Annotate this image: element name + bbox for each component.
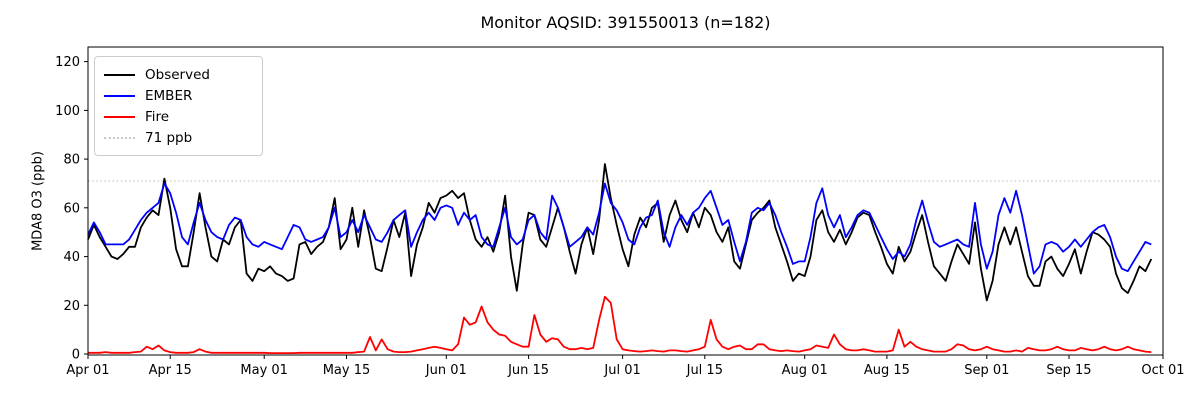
legend: Observed EMBER Fire 71 ppb	[94, 56, 263, 156]
x-tick-label: Apr 15	[149, 363, 192, 378]
x-tick-label: Sep 01	[964, 363, 1009, 378]
plot-border	[87, 46, 1164, 356]
series-line-observed	[87, 163, 1153, 302]
legend-sample-fire-line	[104, 115, 135, 118]
x-tick-label: Sep 15	[1046, 363, 1091, 378]
x-tick-label: May 01	[240, 363, 288, 378]
x-tick-label: May 15	[323, 363, 371, 378]
legend-sample-threshold-line	[104, 136, 135, 139]
x-tick-label: Jul 01	[603, 363, 640, 378]
x-tick-label: Oct 01	[1141, 363, 1184, 378]
legend-item-fire: Fire	[104, 106, 254, 127]
y-tick-label: 100	[55, 104, 80, 119]
legend-label-fire: Fire	[145, 108, 170, 125]
x-tick-label: Aug 15	[864, 363, 910, 378]
x-tick-label: Apr 01	[66, 363, 109, 378]
legend-sample-observed-line	[104, 73, 135, 76]
y-tick-label: 40	[63, 250, 80, 265]
chart-title: Monitor AQSID: 391550013 (n=182)	[480, 13, 771, 32]
legend-item-threshold: 71 ppb	[104, 127, 254, 148]
y-tick-label: 60	[63, 201, 80, 216]
series-line-ember	[87, 182, 1152, 275]
x-tick-label: Aug 01	[782, 363, 828, 378]
legend-label-threshold: 71 ppb	[145, 129, 193, 146]
legend-item-ember: EMBER	[104, 85, 254, 106]
legend-label-ember: EMBER	[145, 87, 193, 104]
y-tick-label: 120	[55, 55, 80, 70]
legend-label-observed: Observed	[145, 66, 210, 83]
x-tick-label: Jun 01	[425, 363, 467, 378]
legend-sample-ember-line	[104, 94, 135, 97]
y-tick-label: 20	[63, 299, 80, 314]
x-tick-label: Jul 15	[686, 363, 723, 378]
y-tick-label: 80	[63, 153, 80, 168]
y-tick-label: 0	[72, 348, 80, 363]
legend-item-observed: Observed	[104, 64, 254, 85]
series-line-fire	[88, 295, 1152, 355]
x-tick-label: Jun 15	[507, 363, 549, 378]
